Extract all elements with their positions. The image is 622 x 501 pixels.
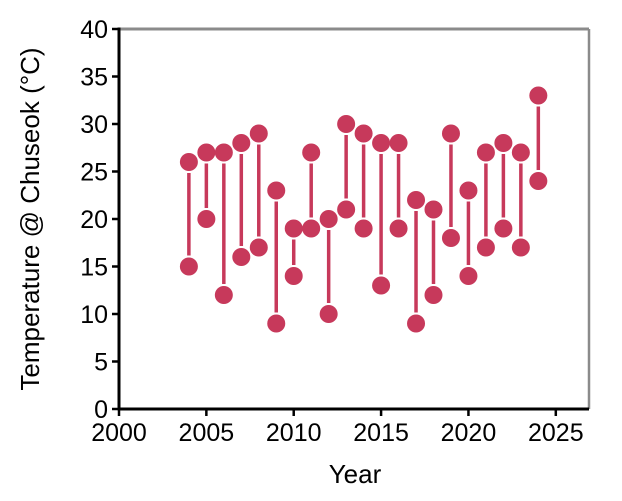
data-point-high <box>232 134 251 152</box>
data-point-high <box>354 124 373 143</box>
data-point-low <box>511 238 530 257</box>
data-point-low <box>424 286 443 304</box>
data-point-low <box>319 305 338 323</box>
y-tick-label: 30 <box>80 111 108 139</box>
data-point-low <box>197 210 216 228</box>
data-point-high <box>302 143 321 162</box>
y-tick-label: 35 <box>80 64 108 92</box>
data-point-low <box>232 248 251 266</box>
data-point-high <box>424 200 443 219</box>
x-tick-label: 2010 <box>266 419 322 447</box>
x-tick-label: 2015 <box>353 419 409 447</box>
x-tick-label: 2005 <box>179 419 235 447</box>
data-point-high <box>494 134 513 152</box>
y-axis-title: Temperature @ Chuseok (°C) <box>15 47 45 390</box>
data-point-high <box>441 124 460 143</box>
data-point-low <box>459 267 478 285</box>
data-point-low <box>441 229 460 247</box>
x-axis-title: Year <box>329 459 382 489</box>
data-point-low <box>214 286 233 304</box>
data-point-high <box>529 86 548 105</box>
y-tick-label: 15 <box>80 254 108 282</box>
data-point-low <box>249 238 268 257</box>
y-tick-label: 10 <box>80 301 108 329</box>
y-tick-label: 25 <box>80 159 108 187</box>
data-point-high <box>214 143 233 162</box>
data-point-low <box>372 276 391 295</box>
data-point-low <box>476 238 495 257</box>
data-point-high <box>249 124 268 143</box>
data-point-high <box>197 143 216 162</box>
data-point-low <box>179 257 198 276</box>
data-point-low <box>389 219 408 238</box>
x-tick-label: 2000 <box>91 419 147 447</box>
data-point-low <box>267 314 286 333</box>
data-point-high <box>511 143 530 162</box>
data-point-high <box>179 153 198 171</box>
y-tick-label: 40 <box>80 16 108 44</box>
x-tick-label: 2020 <box>441 419 497 447</box>
data-point-low <box>337 200 356 219</box>
y-tick-label: 0 <box>94 396 108 424</box>
data-point-low <box>529 172 548 190</box>
data-point-low <box>284 267 303 285</box>
data-point-high <box>337 115 356 133</box>
data-point-high <box>389 134 408 152</box>
data-point-low <box>354 219 373 238</box>
x-tick-label: 2025 <box>528 419 584 447</box>
data-point-low <box>407 314 426 333</box>
data-point-low <box>494 219 513 238</box>
data-point-high <box>284 219 303 238</box>
data-point-high <box>267 181 286 200</box>
data-point-low <box>302 219 321 238</box>
data-point-high <box>476 143 495 162</box>
data-series <box>179 86 548 333</box>
y-tick-label: 5 <box>94 349 108 377</box>
data-point-high <box>459 181 478 200</box>
data-point-high <box>319 210 338 228</box>
data-point-high <box>372 134 391 152</box>
y-tick-label: 20 <box>80 206 108 234</box>
data-point-high <box>407 191 426 209</box>
